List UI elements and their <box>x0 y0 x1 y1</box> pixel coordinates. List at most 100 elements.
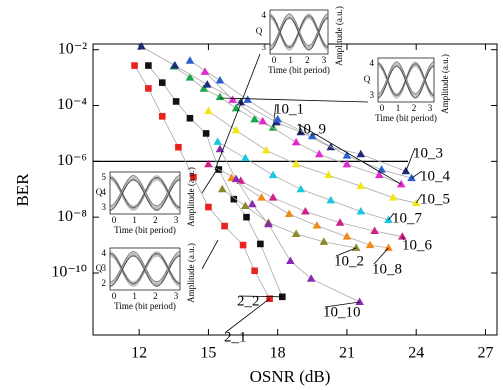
inset-x-label: Time (bit period) <box>114 225 176 235</box>
marker <box>257 193 266 201</box>
inset-q-tick: 3 <box>102 263 107 273</box>
marker <box>285 209 294 217</box>
inset-x-label: Time (bit period) <box>375 113 437 123</box>
series-label: 10_1 <box>274 101 304 117</box>
marker <box>218 185 227 193</box>
marker <box>301 207 310 215</box>
inset-x-tick: 1 <box>288 55 293 65</box>
marker <box>216 76 225 84</box>
inset-leader <box>215 54 260 170</box>
inset-x-tick: 0 <box>380 103 385 113</box>
marker <box>292 229 301 237</box>
marker <box>145 85 152 92</box>
marker <box>159 79 166 86</box>
y-tick-label: 10⁻⁴ <box>57 96 87 113</box>
marker <box>145 62 152 69</box>
series-label: 10_6 <box>402 237 433 253</box>
marker <box>315 150 324 158</box>
inset-q-label: Q <box>364 74 371 84</box>
inset-x-tick: 0 <box>112 291 117 301</box>
series-label: 10_10 <box>323 304 361 320</box>
marker <box>286 256 295 264</box>
inset-y-label: Amplitude (a.u.) <box>334 6 344 66</box>
y-tick-label: 10⁻⁶ <box>57 152 87 169</box>
x-tick-label: 24 <box>408 345 424 362</box>
inset-q-tick: 3 <box>262 42 267 52</box>
series-label: 10_8 <box>372 261 402 277</box>
marker <box>159 113 166 120</box>
x-tick-label: 18 <box>270 345 286 362</box>
marker <box>269 193 278 201</box>
inset-x-tick: 3 <box>174 291 179 301</box>
marker <box>240 242 247 249</box>
marker <box>313 221 322 229</box>
inset-q-tick: 3 <box>370 90 375 100</box>
inset-q-tick: 4 <box>102 248 107 258</box>
series-label: 2_1 <box>224 329 247 345</box>
y-tick-label: 10⁻² <box>58 40 87 57</box>
inset-leader <box>202 240 218 269</box>
marker <box>243 214 250 221</box>
marker <box>397 180 406 188</box>
series-label: 10_4 <box>420 168 451 184</box>
x-tick-label: 12 <box>131 345 147 362</box>
marker <box>377 165 386 173</box>
marker <box>241 202 250 210</box>
marker <box>296 185 305 193</box>
inset-x-tick: 2 <box>412 103 417 113</box>
inset-x-tick: 2 <box>305 55 310 65</box>
marker <box>241 154 250 162</box>
chart: OSNR (dB) BER 12151821242710⁻²10⁻⁴10⁻⁶10… <box>0 0 503 390</box>
marker <box>307 274 316 282</box>
marker <box>137 42 146 50</box>
inset-q-tick: 5 <box>102 172 107 182</box>
inset-q-tick: 2 <box>102 278 107 288</box>
inset-x-label: Time (bit period) <box>114 301 176 311</box>
marker <box>257 241 264 248</box>
x-tick-label: 15 <box>200 345 216 362</box>
series-label: 10_9 <box>296 121 326 137</box>
inset-q-tick: 4 <box>370 58 375 68</box>
inset-q-tick: 4 <box>102 187 107 197</box>
marker <box>258 117 267 125</box>
inset-q-label: Q <box>96 187 103 197</box>
inset-x-tick: 2 <box>153 215 158 225</box>
marker <box>203 80 212 88</box>
marker <box>216 93 225 101</box>
x-axis-label: OSNR (dB) <box>250 367 331 386</box>
marker <box>205 204 212 211</box>
inset-x-tick: 0 <box>112 215 117 225</box>
marker <box>269 171 278 179</box>
series-label: 2_2 <box>237 293 260 309</box>
y-axis-label: BER <box>13 173 32 207</box>
inset-x-tick: 2 <box>153 291 158 301</box>
marker <box>248 200 257 208</box>
x-tick-label: 27 <box>477 345 493 362</box>
inset-q-tick: 3 <box>102 202 107 212</box>
marker <box>251 267 258 274</box>
marker <box>292 138 301 146</box>
inset-leader <box>202 168 218 193</box>
series-label: 10_7 <box>392 210 423 226</box>
y-tick-label: 10⁻¹⁰ <box>51 264 87 281</box>
inset-x-tick: 1 <box>396 103 401 113</box>
series-line <box>222 189 356 248</box>
marker <box>131 62 138 69</box>
inset-x-label: Time (bit period) <box>268 65 330 75</box>
marker <box>262 146 271 154</box>
inset-y-label: Amplitude (a.u.) <box>186 167 196 227</box>
marker <box>187 115 194 122</box>
inset-x-tick: 3 <box>174 215 179 225</box>
inset-x-tick: 3 <box>322 55 327 65</box>
inset-y-label: Amplitude (a.u.) <box>186 243 196 303</box>
series-label: 10_2 <box>334 253 364 269</box>
inset-q-label: Q <box>256 26 263 36</box>
marker <box>175 144 182 151</box>
marker <box>204 107 213 115</box>
inset-x-tick: 1 <box>132 215 137 225</box>
inset-q-tick: 4 <box>262 10 267 20</box>
x-tick-label: 21 <box>339 345 355 362</box>
y-tick-label: 10⁻⁸ <box>57 208 87 225</box>
series-label: 10_5 <box>420 191 450 207</box>
marker <box>213 137 222 145</box>
